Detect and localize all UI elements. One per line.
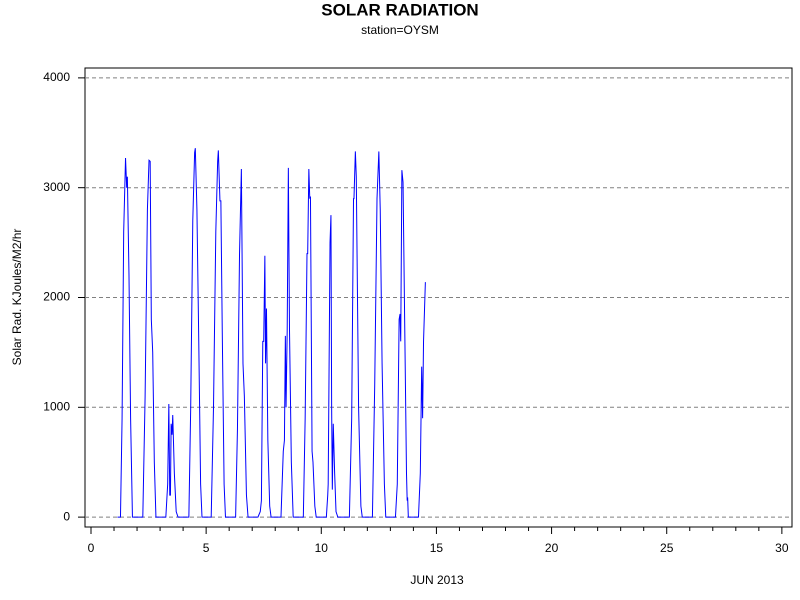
y-tick-label: 4000 [43, 70, 70, 84]
x-tick-label: 0 [88, 541, 95, 555]
x-tick-label: 5 [203, 541, 210, 555]
x-tick-label: 10 [315, 541, 329, 555]
x-axis-label: JUN 2013 [410, 573, 464, 587]
chart-subtitle: station=OYSM [361, 23, 439, 37]
y-tick-label: 3000 [43, 180, 70, 194]
y-axis-label: Solar Rad. KJoules/M2/hr [10, 229, 24, 366]
chart-title: SOLAR RADIATION [321, 0, 478, 19]
y-tick-label: 2000 [43, 290, 70, 304]
x-tick-label: 25 [660, 541, 674, 555]
x-tick-label: 30 [775, 541, 789, 555]
y-tick-label: 1000 [43, 399, 70, 413]
x-tick-label: 20 [545, 541, 559, 555]
x-tick-label: 15 [430, 541, 444, 555]
data-line [117, 148, 426, 518]
y-tick-label: 0 [63, 509, 70, 523]
